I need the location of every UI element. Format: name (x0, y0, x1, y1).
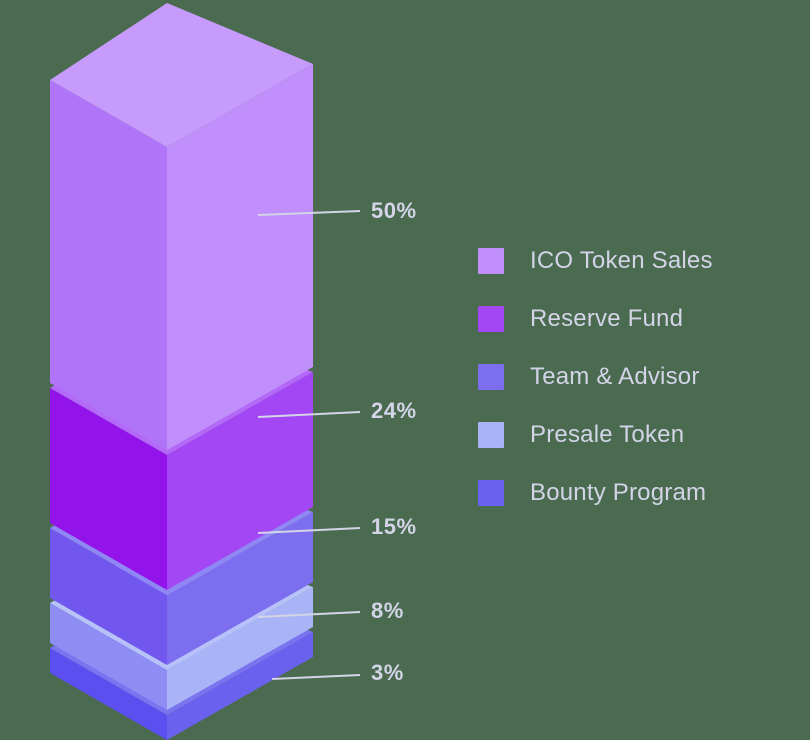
leader-line-team-advisor (257, 527, 361, 534)
legend-item-team-advisor[interactable]: Team & Advisor (478, 348, 778, 406)
leader-line-ico-token-sales (257, 210, 361, 216)
layer-right-face (167, 587, 313, 710)
legend-swatch-icon (478, 364, 504, 390)
layer-left-face (50, 80, 167, 450)
legend-item-label: Team & Advisor (530, 363, 700, 390)
value-label-bounty-program: 3% (371, 660, 404, 685)
layer-right-face (167, 632, 313, 740)
legend-item-reserve-fund[interactable]: Reserve Fund (478, 290, 778, 348)
layer-right-face (167, 512, 313, 665)
value-label-team-advisor: 15% (371, 514, 417, 539)
chart-legend: ICO Token Sales Reserve Fund Team & Advi… (478, 232, 778, 522)
leader-line-reserve-fund (257, 411, 361, 418)
legend-swatch-icon (478, 480, 504, 506)
leader-line-bounty-program (271, 674, 361, 680)
layer-top-face (50, 3, 313, 147)
layer-left-face (50, 603, 167, 710)
legend-item-bounty-program[interactable]: Bounty Program (478, 464, 778, 522)
legend-item-ico-token-sales[interactable]: ICO Token Sales (478, 232, 778, 290)
legend-swatch-icon (478, 306, 504, 332)
value-label-reserve-fund: 24% (371, 398, 417, 423)
legend-item-label: ICO Token Sales (530, 247, 713, 274)
value-label-ico-token-sales: 50% (371, 198, 417, 223)
legend-item-label: Reserve Fund (530, 305, 684, 332)
leader-line-presale-token (257, 611, 361, 618)
legend-item-presale-token[interactable]: Presale Token (478, 406, 778, 464)
legend-item-label: Bounty Program (530, 479, 707, 506)
legend-swatch-icon (478, 422, 504, 448)
value-label-presale-token: 8% (371, 598, 404, 623)
layer-left-face (50, 528, 167, 665)
layer-right-face (167, 372, 313, 590)
layer-left-face (50, 388, 167, 590)
layer-left-face (50, 648, 167, 740)
layer-right-face (167, 64, 313, 450)
legend-swatch-icon (478, 248, 504, 274)
legend-item-label: Presale Token (530, 421, 685, 448)
chart-layer-ico-token-sales[interactable] (50, 3, 313, 450)
